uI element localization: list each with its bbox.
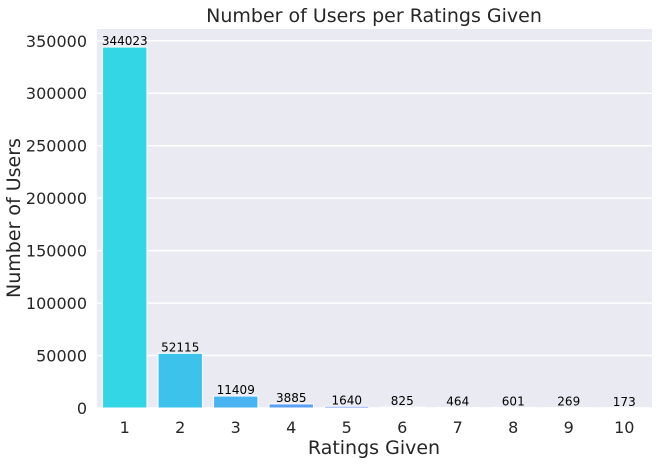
bar-2 bbox=[157, 352, 203, 409]
data-label-10: 173 bbox=[613, 395, 636, 409]
y-axis-ticks: 0 50000 100000 150000 200000 250000 300000 3500… bbox=[26, 32, 87, 418]
y-tick-label-4: 200000 bbox=[26, 189, 87, 208]
data-labels: 344023 52115 11409 3885 1640 825 464 601 269 173 bbox=[102, 34, 636, 409]
bar-3 bbox=[213, 395, 259, 409]
x-tick-label-9: 9 bbox=[564, 418, 574, 437]
y-tick-label-7: 350000 bbox=[26, 32, 87, 51]
chart-title: Number of Users per Ratings Given bbox=[206, 5, 542, 27]
x-tick-label-6: 6 bbox=[397, 418, 407, 437]
data-label-3: 11409 bbox=[217, 383, 255, 397]
y-tick-label-1: 50000 bbox=[36, 347, 87, 366]
x-tick-label-5: 5 bbox=[342, 418, 352, 437]
x-tick-label-3: 3 bbox=[231, 418, 241, 437]
x-tick-label-4: 4 bbox=[286, 418, 296, 437]
x-tick-label-1: 1 bbox=[120, 418, 130, 437]
x-tick-label-10: 10 bbox=[614, 418, 634, 437]
data-label-4: 3885 bbox=[276, 391, 307, 405]
data-label-5: 1640 bbox=[331, 393, 362, 407]
x-axis-ticks: 1 2 3 4 5 6 7 8 9 10 bbox=[120, 418, 635, 437]
data-label-2: 52115 bbox=[161, 340, 199, 354]
data-label-7: 464 bbox=[446, 395, 469, 409]
x-tick-label-8: 8 bbox=[508, 418, 518, 437]
x-axis-label: Ratings Given bbox=[308, 437, 440, 459]
bar-4 bbox=[268, 403, 314, 409]
bar-8 bbox=[490, 406, 536, 409]
bar-1 bbox=[102, 46, 148, 409]
data-label-8: 601 bbox=[502, 394, 525, 408]
y-tick-label-0: 0 bbox=[77, 399, 87, 418]
y-axis-label: Number of Users bbox=[3, 138, 25, 298]
bar-5 bbox=[324, 405, 370, 409]
y-tick-label-3: 150000 bbox=[26, 242, 87, 261]
x-tick-label-2: 2 bbox=[175, 418, 185, 437]
x-tick-label-7: 7 bbox=[453, 418, 463, 437]
data-label-9: 269 bbox=[557, 395, 580, 409]
data-label-1: 344023 bbox=[102, 34, 148, 48]
y-tick-label-5: 250000 bbox=[26, 137, 87, 156]
plot-area bbox=[97, 29, 652, 408]
bars bbox=[102, 46, 647, 409]
y-tick-label-2: 100000 bbox=[26, 294, 87, 313]
y-tick-label-6: 300000 bbox=[26, 84, 87, 103]
bar-6 bbox=[379, 406, 425, 409]
data-label-6: 825 bbox=[391, 394, 414, 408]
